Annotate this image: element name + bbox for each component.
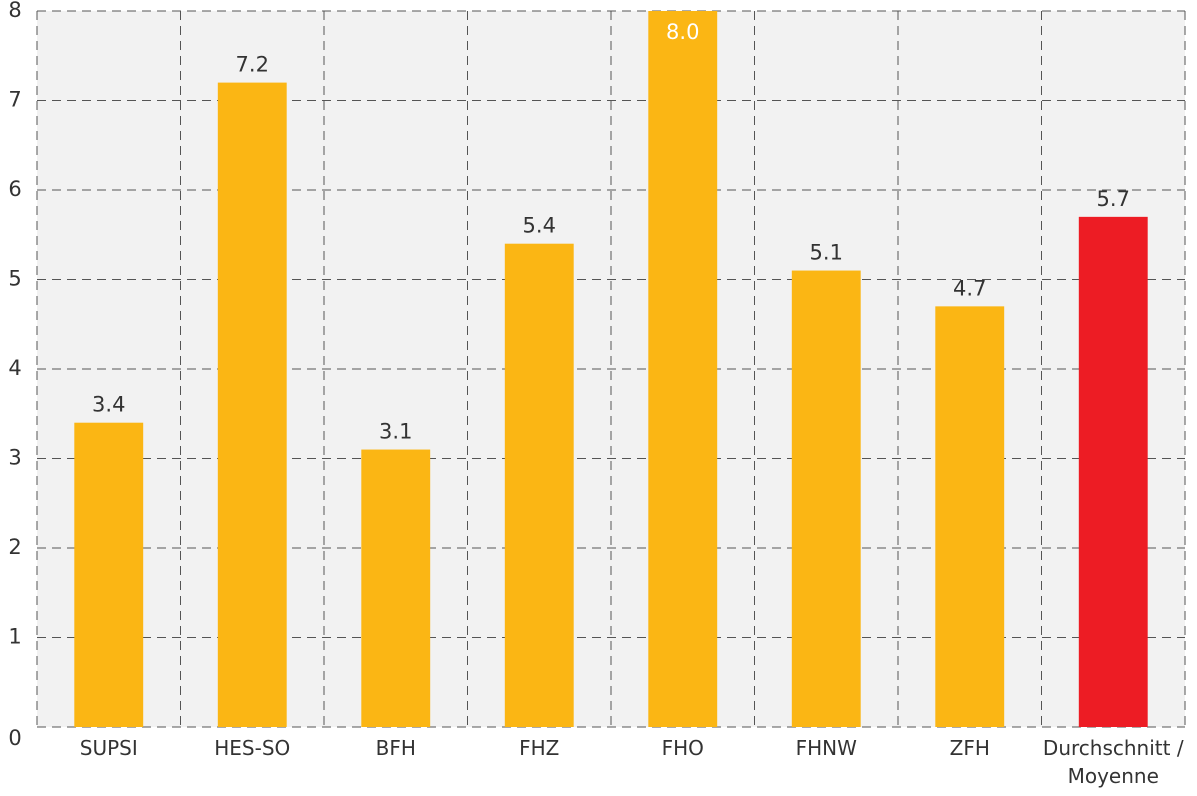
y-tick-label: 7 xyxy=(8,88,21,112)
value-label: 5.4 xyxy=(523,214,556,238)
x-tick-label: Durchschnitt / Moyenne xyxy=(1042,736,1184,788)
value-label: 5.7 xyxy=(1097,187,1130,211)
y-tick-label: 5 xyxy=(8,267,21,291)
y-tick-label: 6 xyxy=(8,177,21,201)
bar xyxy=(648,11,718,727)
y-tick-label: 8 xyxy=(8,0,21,22)
bar xyxy=(935,306,1005,727)
value-label: 4.7 xyxy=(953,276,986,300)
value-label: 5.1 xyxy=(810,241,843,265)
value-label: 8.0 xyxy=(666,20,699,44)
y-tick-label: 2 xyxy=(8,535,21,559)
x-tick-label: BFH xyxy=(375,736,416,760)
value-label: 3.4 xyxy=(92,393,125,417)
bar xyxy=(217,82,287,728)
value-label: 7.2 xyxy=(236,53,269,77)
y-tick-label: 1 xyxy=(8,625,21,649)
x-tick-label: SUPSI xyxy=(79,736,138,760)
x-tick-label: HES-SO xyxy=(214,736,291,760)
y-tick-label: 3 xyxy=(8,446,21,470)
bar xyxy=(504,243,574,727)
bar xyxy=(1078,216,1148,727)
y-tick-label: 0 xyxy=(8,726,21,750)
x-tick-label: ZFH xyxy=(949,736,990,760)
x-tick-label: FHZ xyxy=(519,736,560,760)
bar xyxy=(791,270,861,727)
bar xyxy=(361,449,431,727)
y-tick-label: 4 xyxy=(8,356,21,380)
value-label: 3.1 xyxy=(379,420,412,444)
x-tick-label: FHO xyxy=(661,736,704,760)
x-tick-label: FHNW xyxy=(795,736,857,760)
bar xyxy=(74,422,144,727)
